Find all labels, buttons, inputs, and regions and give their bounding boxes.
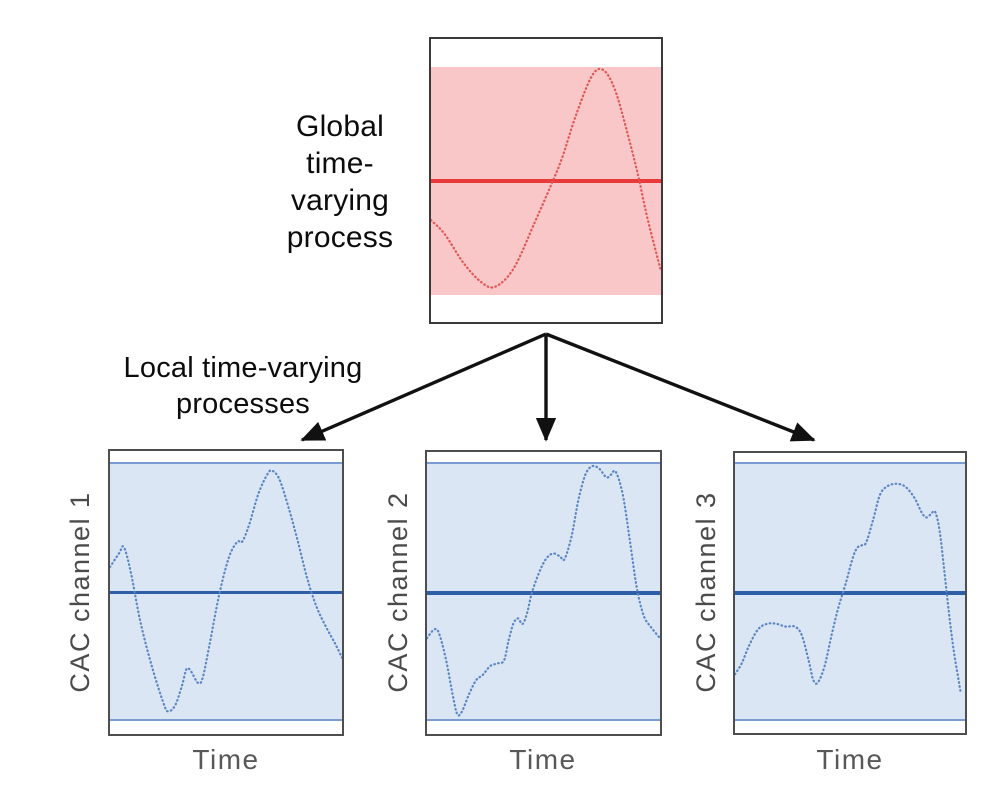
y-axis-label-channel-3: CAC channel 3	[691, 491, 721, 693]
cac-channel-3-chart	[733, 451, 967, 735]
process-curve	[735, 482, 962, 693]
x-axis-label-channel-3: Time	[816, 744, 884, 775]
mean-line	[431, 178, 661, 183]
y-axis-label-channel-1: CAC channel 1	[65, 491, 95, 693]
process-curve	[427, 464, 660, 717]
cac-channel-1-chart	[108, 449, 344, 736]
cac-channel-2-chart	[425, 450, 662, 736]
mean-line	[427, 591, 660, 595]
x-axis-label-channel-1: Time	[192, 744, 260, 775]
process-curve	[431, 67, 661, 289]
arrow-to-channel-3	[545, 332, 816, 442]
y-axis-label-channel-2: CAC channel 2	[383, 491, 413, 693]
process-curve	[110, 469, 342, 713]
global-process-label: Global time- varying process	[286, 110, 394, 254]
mean-line	[110, 590, 342, 595]
global-process-chart	[429, 37, 663, 324]
local-processes-label: Local time-varying processes	[123, 352, 363, 420]
mean-line	[735, 591, 965, 595]
x-axis-label-channel-2: Time	[509, 744, 577, 775]
